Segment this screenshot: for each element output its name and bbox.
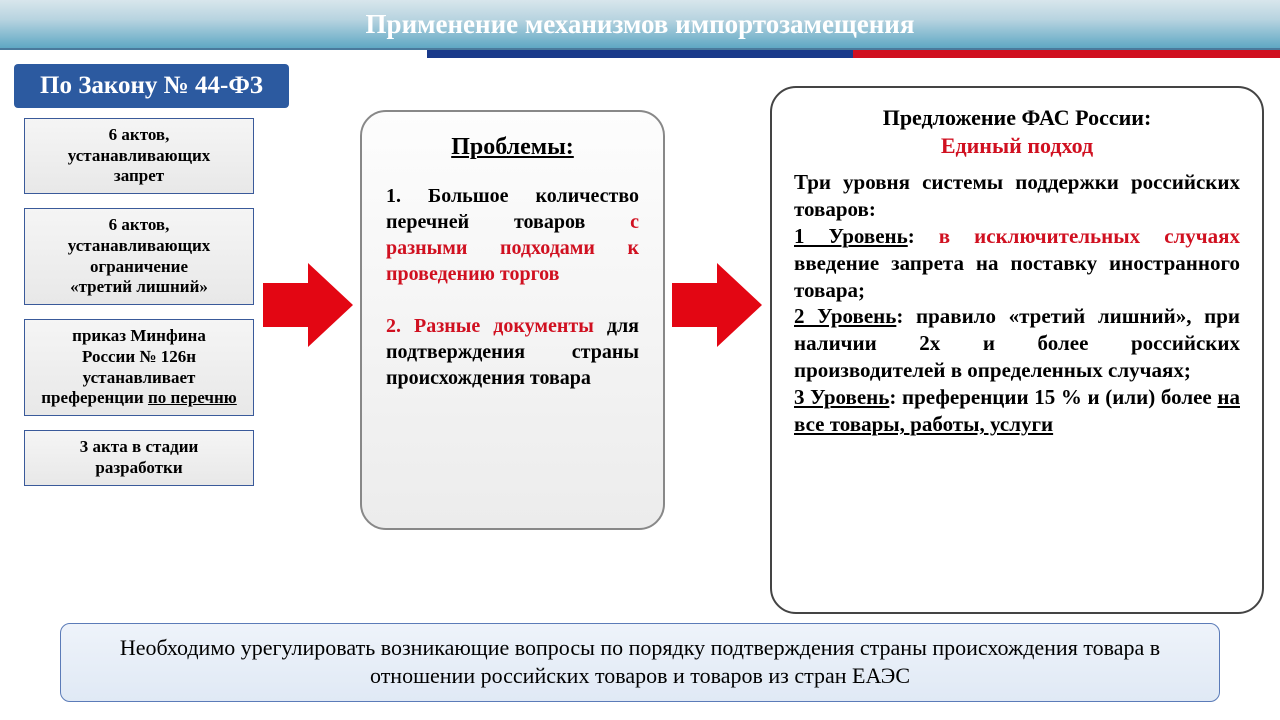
text: 1. Большое количество перечней товаров [386, 185, 639, 233]
problems-box: Проблемы: 1. Большое количество перечней… [360, 110, 665, 530]
text: 6 актов, [109, 215, 170, 234]
text: приказ Минфина [72, 326, 206, 345]
text: устанавливающих [68, 146, 210, 165]
text: «третий лишний» [70, 277, 208, 296]
problems-body: 1. Большое количество перечней товаров с… [386, 183, 639, 391]
text: : [908, 224, 939, 248]
problems-title: Проблемы: [386, 134, 639, 161]
text: устанавливает [83, 368, 196, 387]
text: преференции [41, 388, 148, 407]
text: ограничение [90, 257, 188, 276]
text: 2. Разные документы [386, 315, 594, 337]
flag-stripe [0, 50, 1280, 58]
arrow-icon [672, 255, 762, 355]
act-box-2: 6 актов, устанавливающих ограничение «тр… [24, 208, 254, 305]
page-title: Применение механизмов импортозамещения [366, 9, 915, 40]
text: запрет [114, 166, 164, 185]
text: Предложение ФАС России: [883, 105, 1152, 130]
text: разработки [95, 458, 182, 477]
proposal-title: Предложение ФАС России: Единый подход [794, 104, 1240, 159]
arrow-icon [263, 255, 353, 355]
subtitle-badge: По Закону № 44-ФЗ [14, 64, 289, 108]
text: 3 Уровень [794, 385, 889, 409]
text: 1 Уровень [794, 224, 908, 248]
text: Единый подход [941, 133, 1093, 158]
text: 6 актов, [109, 125, 170, 144]
text: : преференции 15 % и (или) более [889, 385, 1217, 409]
proposal-body: Три уровня системы поддержки российских … [794, 169, 1240, 438]
text: введение запрета на поставку иностранног… [794, 251, 1240, 302]
acts-column: 6 актов, устанавливающих запрет 6 актов,… [24, 118, 254, 486]
proposal-box: Предложение ФАС России: Единый подход Тр… [770, 86, 1264, 614]
header-bar: Применение механизмов импортозамещения [0, 0, 1280, 50]
text: 3 акта в стадии [80, 437, 199, 456]
text: России № 126н [82, 347, 196, 366]
act-box-1: 6 актов, устанавливающих запрет [24, 118, 254, 194]
act-box-3: приказ Минфина России № 126н устанавлива… [24, 319, 254, 416]
text: по перечню [148, 388, 237, 407]
footer-note: Необходимо урегулировать возникающие воп… [60, 623, 1220, 702]
text: 2 Уровень [794, 304, 896, 328]
text: в исключительных случаях [939, 224, 1240, 248]
text: Три уровня системы поддержки российских … [794, 170, 1240, 221]
act-box-4: 3 акта в стадии разработки [24, 430, 254, 485]
text: устанавливающих [68, 236, 210, 255]
